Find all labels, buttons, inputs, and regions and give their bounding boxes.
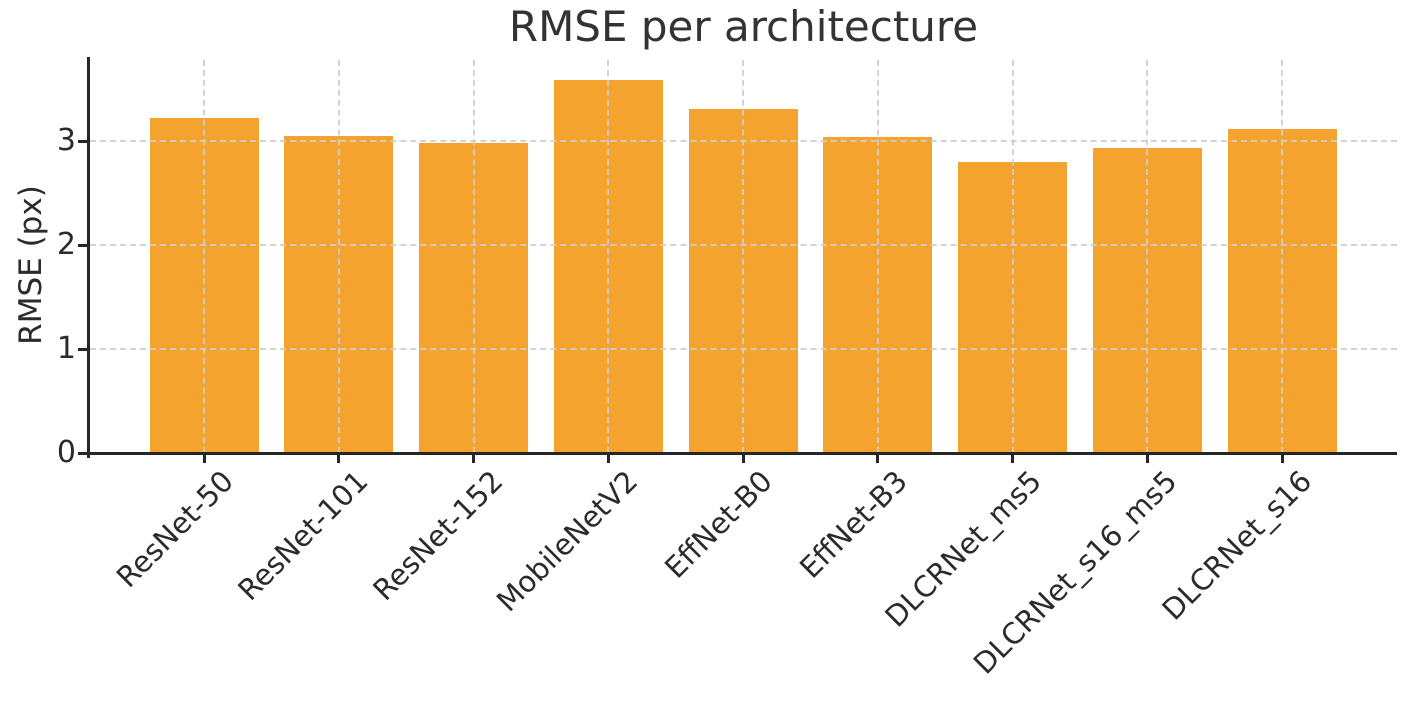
gridline-vertical: [203, 60, 205, 453]
x-tick: [1145, 455, 1149, 463]
y-tick-label: 3: [56, 123, 76, 158]
y-tick: [78, 140, 88, 143]
y-axis-spine: [87, 57, 90, 458]
gridline-vertical: [1281, 60, 1283, 453]
y-tick: [78, 452, 88, 455]
x-tick-label: EffNet-B0: [658, 463, 779, 585]
x-tick: [1011, 455, 1014, 463]
x-tick: [337, 455, 341, 463]
x-tick: [1280, 455, 1284, 463]
gridline-horizontal: [90, 348, 1397, 350]
x-tick-label: EffNet-B3: [792, 463, 914, 585]
y-tick: [78, 244, 88, 247]
gridline-vertical: [876, 60, 879, 453]
gridline-vertical: [742, 60, 744, 453]
y-tick: [78, 348, 88, 351]
x-tick: [472, 455, 475, 463]
x-tick: [606, 455, 610, 463]
gridline-vertical: [1011, 60, 1014, 453]
y-tick-label: 0: [56, 435, 76, 470]
y-tick-label: 1: [56, 331, 76, 366]
gridline-horizontal: [90, 244, 1397, 246]
gridline-vertical: [337, 60, 340, 453]
x-tick-label: ResNet-101: [231, 463, 375, 608]
x-tick-label: ResNet-152: [366, 463, 510, 608]
gridline-vertical: [607, 60, 610, 453]
gridline-vertical: [1146, 60, 1149, 453]
x-axis-spine: [87, 452, 1397, 455]
chart-title: RMSE per architecture: [508, 2, 979, 51]
x-tick: [876, 455, 880, 463]
y-axis-label: RMSE (px): [13, 185, 49, 345]
y-tick-label: 2: [56, 227, 76, 262]
x-tick: [741, 455, 745, 463]
x-tick: [202, 455, 206, 463]
gridline-vertical: [472, 60, 475, 453]
x-tick-label: ResNet-50: [109, 463, 240, 595]
gridline-horizontal: [90, 140, 1397, 142]
x-tick-label: MobileNetV2: [489, 463, 645, 619]
